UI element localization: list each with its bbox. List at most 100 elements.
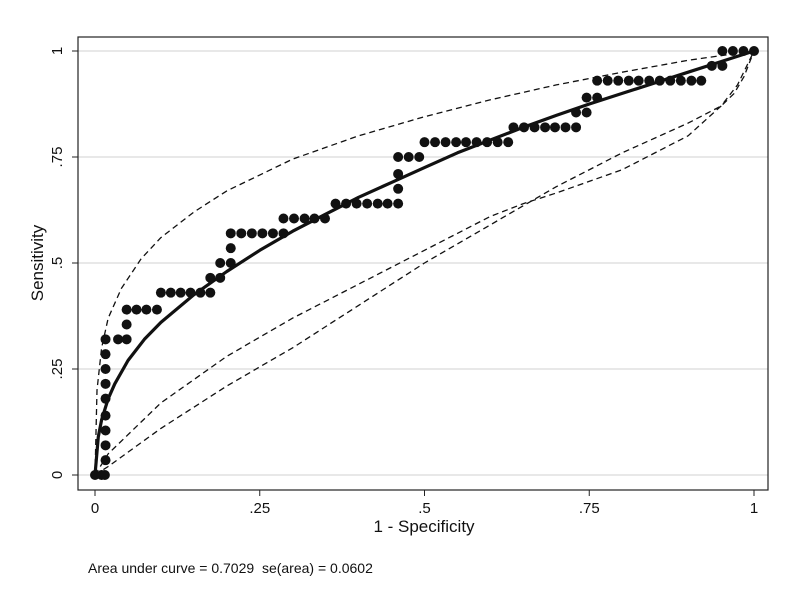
data-point [362, 198, 373, 209]
data-point [225, 228, 236, 239]
data-point [717, 46, 728, 56]
data-point [738, 46, 749, 56]
data-point [278, 228, 289, 239]
data-point [205, 287, 216, 298]
data-point [419, 137, 430, 148]
data-point [717, 60, 728, 71]
data-point [403, 152, 414, 162]
gridlines [78, 50, 768, 476]
data-point [121, 334, 132, 345]
data-point [503, 137, 514, 148]
data-point [471, 137, 482, 148]
data-point [319, 213, 330, 224]
data-point [706, 60, 717, 71]
x-axis-label: 1 - Specificity [373, 517, 475, 536]
data-point [100, 364, 111, 374]
dashed-curve [94, 50, 755, 476]
data-point [100, 378, 111, 389]
data-point [393, 152, 404, 162]
data-point [727, 46, 738, 56]
y-tick-label: 1 [49, 47, 66, 55]
data-point [571, 122, 582, 133]
data-point [393, 183, 404, 194]
data-point [529, 122, 540, 133]
data-point [571, 107, 582, 118]
data-point [351, 198, 362, 209]
data-point [121, 304, 132, 315]
y-tick-label: .75 [49, 147, 66, 168]
data-point [100, 334, 111, 345]
data-point [299, 213, 310, 224]
data-point [508, 122, 519, 133]
data-point [100, 440, 111, 451]
data-point [215, 258, 226, 268]
y-axis-label: Sensitivity [28, 224, 47, 301]
data-point [482, 137, 493, 148]
data-point [267, 228, 278, 239]
data-point [749, 46, 759, 56]
auc-caption: Area under curve = 0.7029 se(area) = 0.0… [88, 560, 373, 576]
data-point [215, 272, 226, 283]
data-point [99, 470, 110, 480]
axes: 0 .25 .5 .75 1 0 .25 .5 .75 1 [49, 47, 758, 517]
data-point [225, 258, 236, 268]
data-point [686, 75, 697, 86]
data-point [341, 198, 352, 209]
y-tick-label: 0 [49, 471, 66, 479]
x-tick-label: 1 [750, 500, 758, 517]
data-point [696, 75, 707, 86]
data-point [155, 287, 166, 298]
data-point [382, 198, 393, 209]
data-point [560, 122, 571, 133]
data-point [414, 152, 425, 162]
data-point [540, 122, 551, 133]
data-point [257, 228, 268, 239]
data-point [278, 213, 289, 224]
data-point [121, 319, 132, 330]
y-tick-label: .5 [49, 257, 66, 270]
data-point [175, 287, 186, 298]
x-tick-label: .25 [249, 500, 270, 517]
x-tick-label: 0 [91, 500, 99, 517]
data-point [654, 75, 665, 86]
x-tick-label: .5 [418, 500, 431, 517]
data-point [246, 228, 257, 239]
data-point [330, 198, 341, 209]
data-point [195, 287, 206, 298]
data-point [393, 198, 404, 209]
x-tick-label: .75 [579, 500, 600, 517]
dashed-curve [94, 50, 755, 476]
data-point [581, 92, 592, 103]
data-point [492, 137, 503, 148]
data-point [100, 393, 111, 404]
data-point [451, 137, 462, 148]
data-point [581, 107, 592, 118]
data-point [461, 137, 472, 148]
data-point [205, 272, 216, 283]
data-point [165, 287, 176, 298]
data-point [602, 75, 613, 86]
data-point [393, 168, 404, 179]
data-point [131, 304, 142, 315]
data-point [430, 137, 441, 148]
data-point [613, 75, 624, 86]
data-point [289, 213, 300, 224]
data-point [675, 75, 686, 86]
data-point [623, 75, 634, 86]
data-point [633, 75, 644, 86]
data-point [100, 425, 111, 436]
data-point [549, 122, 560, 133]
data-point [519, 122, 530, 133]
data-point [592, 92, 603, 103]
data-point [225, 243, 236, 254]
data-point [151, 304, 162, 315]
data-point [100, 410, 111, 421]
data-point [185, 287, 196, 298]
data-point [236, 228, 247, 239]
data-point [440, 137, 451, 148]
data-point [141, 304, 152, 315]
data-point [665, 75, 676, 86]
data-point [592, 75, 603, 86]
